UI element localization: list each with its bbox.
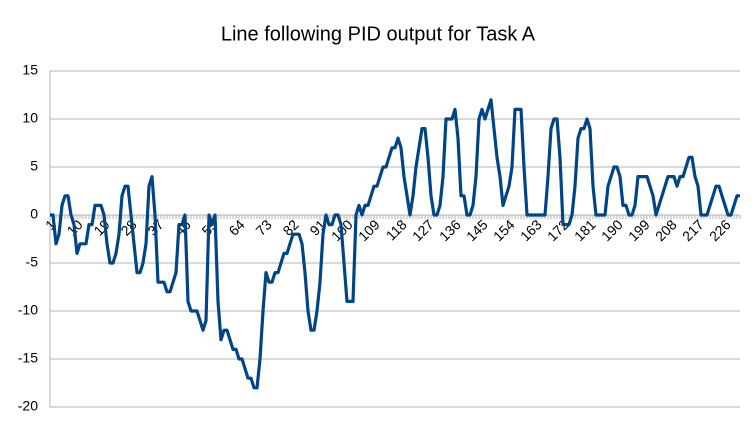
y-tick-label: -10 xyxy=(18,302,38,318)
y-tick-label: -20 xyxy=(18,398,38,414)
y-tick-label: 15 xyxy=(22,62,38,78)
data-line xyxy=(50,98,740,390)
y-tick-label: 5 xyxy=(30,158,38,174)
chart-title: Line following PID output for Task A xyxy=(221,23,536,45)
y-tick-label: 0 xyxy=(30,206,38,222)
y-tick-label: -15 xyxy=(18,350,38,366)
y-tick-label: -5 xyxy=(26,254,39,270)
y-tick-label: 10 xyxy=(22,110,38,126)
